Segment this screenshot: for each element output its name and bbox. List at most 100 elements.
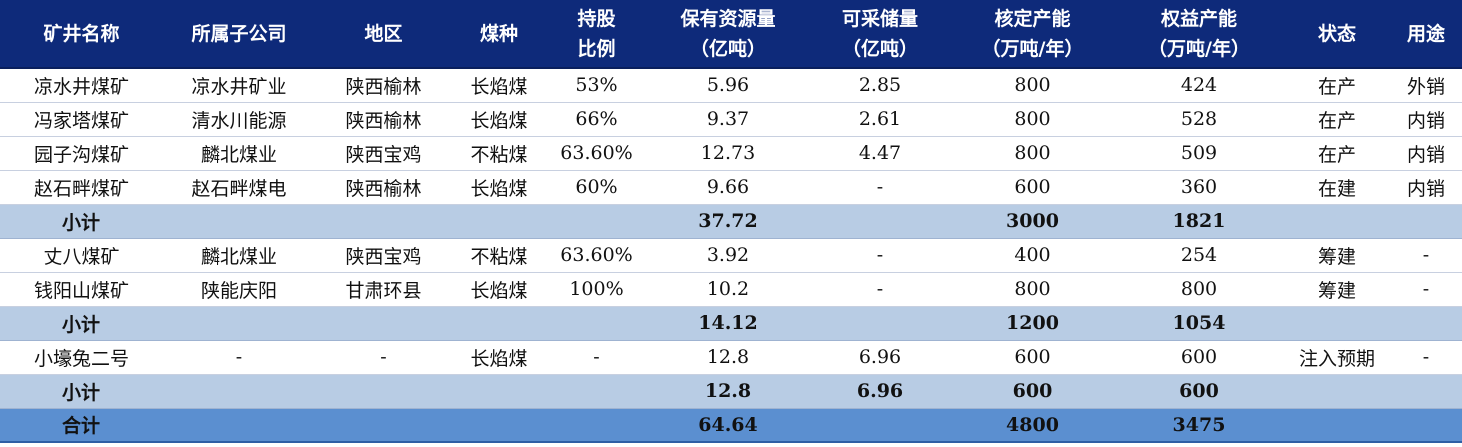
table-row: 冯家塔煤矿 清水川能源 陕西榆林 长焰煤 66% 9.37 2.61 800 528 在产 内销 (0, 102, 1462, 137)
table-cell: 9.37 (647, 102, 809, 137)
table-cell: 钱阳山煤矿 (0, 272, 163, 307)
table-cell: 凉水井煤矿 (0, 68, 163, 103)
table-cell: 5.96 (647, 68, 809, 103)
table-cell: 100% (546, 272, 647, 307)
table-cell: 长焰煤 (452, 102, 546, 137)
column-header-line: 保有资源量 (680, 7, 776, 30)
column-header: 煤种 (452, 0, 546, 69)
table-cell: 在产 (1284, 102, 1390, 137)
total-row: 合计 64.64 4800 3475 (0, 408, 1462, 443)
table-cell: 筹建 (1284, 238, 1390, 273)
column-header: 权益产能 （万吨/年） (1114, 0, 1284, 69)
column-header: 所属子公司 (163, 0, 315, 69)
table-cell: 陕西宝鸡 (315, 238, 452, 273)
column-header: 用途 (1390, 0, 1462, 69)
table-row: 凉水井煤矿 凉水井矿业 陕西榆林 长焰煤 53% 5.96 2.85 800 424 在产 外销 (0, 68, 1462, 103)
table-cell: 凉水井矿业 (163, 68, 315, 103)
table-cell: - (315, 340, 452, 375)
table-cell: 424 (1114, 68, 1284, 103)
table-cell: 注入预期 (1284, 340, 1390, 375)
table-cell (1390, 374, 1462, 409)
table-cell: 509 (1114, 136, 1284, 171)
table-cell: 麟北煤业 (163, 136, 315, 171)
table-cell: 陕西榆林 (315, 170, 452, 205)
table-cell: 66% (546, 102, 647, 137)
table-cell: 800 (951, 136, 1114, 171)
table-cell: 4.47 (809, 136, 951, 171)
column-header-line: 地区 (364, 22, 403, 45)
table-cell (809, 204, 951, 239)
table-cell: 内销 (1390, 136, 1462, 171)
table-cell: 冯家塔煤矿 (0, 102, 163, 137)
table-cell: 12.73 (647, 136, 809, 171)
column-header-line: （万吨/年） (1148, 37, 1250, 60)
table-cell: 53% (546, 68, 647, 103)
table-cell: - (163, 340, 315, 375)
column-header: 保有资源量 （亿吨） (647, 0, 809, 69)
column-header-line: 比例 (577, 37, 616, 60)
table-cell: 3.92 (647, 238, 809, 273)
table-cell: 14.12 (647, 306, 809, 341)
table-cell: 63.60% (546, 238, 647, 273)
column-header-line: 权益产能 (1160, 7, 1237, 30)
column-header: 地区 (315, 0, 452, 69)
table-cell: 37.72 (647, 204, 809, 239)
table-cell (1284, 204, 1390, 239)
table-cell (1390, 408, 1462, 443)
table-body: 凉水井煤矿 凉水井矿业 陕西榆林 长焰煤 53% 5.96 2.85 800 424 在产 外销 冯家… (0, 68, 1462, 443)
table-cell: 600 (1114, 340, 1284, 375)
table-cell: 赵石畔煤电 (163, 170, 315, 205)
table-cell: 长焰煤 (452, 68, 546, 103)
subtotal-row: 小计 14.12 1200 1054 (0, 306, 1462, 341)
table-cell: 12.8 (647, 374, 809, 409)
column-header-line: （亿吨） (841, 37, 918, 60)
column-header-line: （万吨/年） (981, 37, 1084, 60)
table-cell: 1821 (1114, 204, 1284, 239)
table-cell: 10.2 (647, 272, 809, 307)
table-cell: 600 (951, 340, 1114, 375)
table-cell: - (809, 170, 951, 205)
table-cell: 9.66 (647, 170, 809, 205)
column-header-line: 状态 (1317, 22, 1356, 45)
table-cell: 400 (951, 238, 1114, 273)
table-row: 园子沟煤矿 麟北煤业 陕西宝鸡 不粘煤 63.60% 12.73 4.47 800 509 在产内… (0, 136, 1462, 171)
table-cell: 600 (951, 170, 1114, 205)
table-cell (1284, 306, 1390, 341)
table-cell: 在建 (1284, 170, 1390, 205)
column-header-line: 持股 (577, 7, 616, 30)
table-cell: - (1390, 340, 1462, 375)
table-cell: 63.60% (546, 136, 647, 171)
table-cell: 在产 (1284, 68, 1390, 103)
table-cell: - (546, 340, 647, 375)
table-cell: 360 (1114, 170, 1284, 205)
table-cell: 6.96 (809, 374, 951, 409)
table-cell: 小壕兔二号 (0, 340, 163, 375)
table-cell: - (1390, 238, 1462, 273)
column-header-line: 用途 (1406, 22, 1445, 45)
table-cell: 600 (1114, 374, 1284, 409)
subtotal-row: 小计 12.8 6.96 600 600 (0, 374, 1462, 409)
table-cell: 清水川能源 (163, 102, 315, 137)
table-cell: 3000 (951, 204, 1114, 239)
subtotal-label: 小计 (0, 374, 647, 409)
column-header: 可采储量 （亿吨） (809, 0, 951, 69)
subtotal-label: 小计 (0, 204, 647, 239)
table-cell: 不粘煤 (452, 238, 546, 273)
table-cell (1390, 204, 1462, 239)
table-cell: 64.64 (647, 408, 809, 443)
table-cell: 陕西榆林 (315, 102, 452, 137)
table-header: 矿井名称 所属子公司 地区 煤种 持股 比例 保有资源量 （亿吨） 可采储量 （亿吨） 核定产能 （万… (0, 0, 1462, 69)
table-cell: 1054 (1114, 306, 1284, 341)
table-cell: 6.96 (809, 340, 951, 375)
table-row: 钱阳山煤矿 陕能庆阳 甘肃环县 长焰煤 100% 10.2-800 800 筹建 - (0, 272, 1462, 307)
table-cell: 丈八煤矿 (0, 238, 163, 273)
table-cell (1390, 306, 1462, 341)
table-cell (809, 306, 951, 341)
table-cell: 在产 (1284, 136, 1390, 171)
column-header-line: （亿吨） (689, 37, 766, 60)
column-header-line: 煤种 (479, 22, 518, 45)
table-cell: 60% (546, 170, 647, 205)
table-cell: 800 (951, 272, 1114, 307)
table-cell: 内销 (1390, 102, 1462, 137)
column-header-line: 核定产能 (994, 7, 1071, 30)
